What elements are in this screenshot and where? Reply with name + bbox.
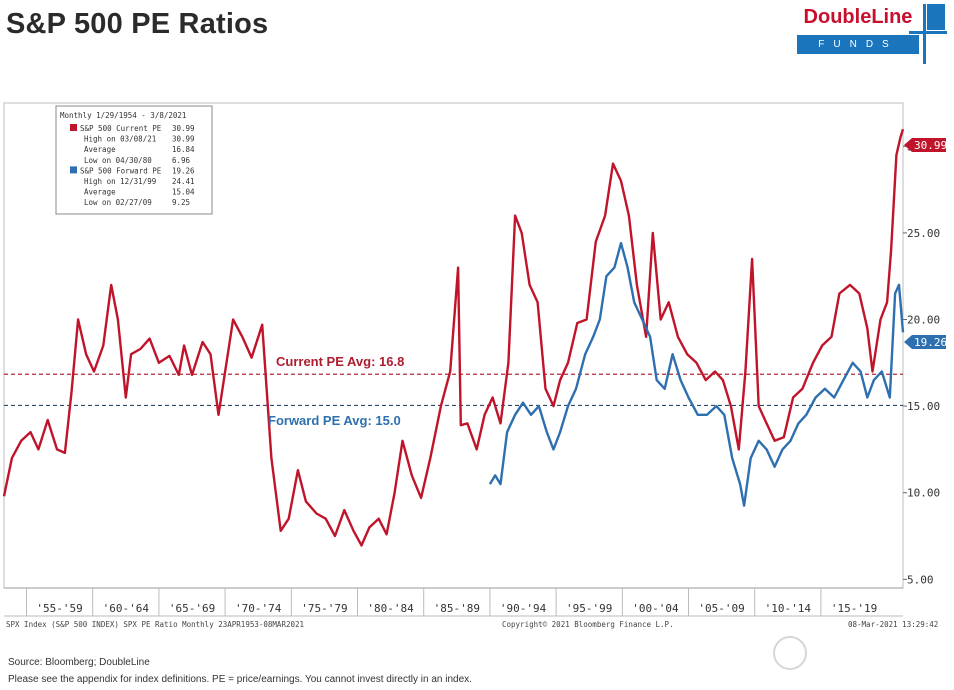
- page-title: S&P 500 PE Ratios: [6, 8, 269, 40]
- legend-row-label: Average: [84, 188, 116, 197]
- forward-pe-line: [488, 241, 905, 507]
- source-note: Source: Bloomberg; DoubleLine: [8, 657, 150, 668]
- x-tick-label: '85-'89: [434, 602, 480, 615]
- legend-row-value: 9.25: [172, 198, 190, 207]
- legend-swatch: [70, 166, 77, 174]
- x-tick-label: '00-'04: [632, 602, 679, 615]
- legend-row-value: 19.26: [172, 166, 195, 175]
- logo-wordmark: DoubleLine: [797, 4, 919, 30]
- y-tick-label: 10.00: [907, 487, 940, 500]
- legend-header: Monthly 1/29/1954 - 3/8/2021: [60, 111, 186, 120]
- y-tick-label: 25.00: [907, 227, 940, 240]
- legend-row-value: 16.84: [172, 145, 195, 154]
- forward-end-value: 19.26: [914, 336, 947, 349]
- legend-row-label: Low on 02/27/09: [84, 198, 152, 207]
- legend-box: [55, 105, 213, 215]
- legend-row-value: 30.99: [172, 124, 195, 133]
- legend-row-label: High on 12/31/99: [84, 177, 156, 186]
- x-axis: '55-'59 '60-'64 '65-'69 '70-'74 '75-'79 '80-'…: [4, 587, 903, 617]
- x-tick-label: '65-'69: [169, 602, 215, 615]
- x-tick-label: '05-'09: [698, 602, 744, 615]
- legend-swatch: [70, 124, 77, 131]
- legend-row-value: 6.96: [172, 156, 191, 165]
- y-tick-label: 20.00: [907, 314, 940, 327]
- average-lines: [4, 373, 903, 407]
- legend-row-label: Average: [84, 145, 116, 154]
- doubleline-logo: DoubleLine FUNDS: [797, 4, 947, 66]
- forward-avg-label: Forward PE Avg: 15.0: [268, 413, 401, 428]
- chart-timestamp: 08-Mar-2021 13:29:42: [848, 620, 938, 629]
- chart-legend: Monthly 1/29/1954 - 3/8/2021 S&P 500 Cur…: [55, 105, 213, 215]
- x-tick-label: '70-'74: [235, 602, 282, 615]
- x-tick-label: '90-'94: [500, 602, 547, 615]
- logo-cross-vertical: [923, 4, 926, 64]
- chart-copyright: Copyright© 2021 Bloomberg Finance L.P.: [502, 620, 674, 629]
- x-tick-label: '15-'19: [831, 602, 877, 615]
- forward-end-callout: 19.26: [904, 335, 947, 349]
- legend-row-value: 24.41: [172, 177, 195, 186]
- x-tick-label: '95-'99: [566, 602, 612, 615]
- legend-row-label: S&P 500 Current PE: [80, 124, 162, 133]
- legend-row-label: High on 03/08/21: [84, 135, 156, 144]
- x-tick-label: '80-'84: [367, 602, 414, 615]
- legend-row-value: 30.99: [172, 135, 195, 144]
- y-tick-label: 5.00: [907, 573, 934, 586]
- logo-funds-bar: FUNDS: [797, 35, 919, 54]
- watermark-icon: [773, 636, 807, 670]
- disclaimer-note: Please see the appendix for index defini…: [8, 674, 472, 685]
- y-tick-label: 15.00: [907, 400, 940, 413]
- logo-block: [927, 4, 945, 30]
- legend-row-label: S&P 500 Forward PE: [80, 166, 162, 175]
- x-tick-label: '75-'79: [301, 602, 347, 615]
- legend-row-label: Low on 04/30/80: [84, 156, 152, 165]
- logo-cross-horizontal: [909, 31, 947, 34]
- legend-row-value: 15.04: [172, 188, 195, 197]
- legend-rows: S&P 500 Current PE 30.99 High on 03/08/21 3…: [70, 124, 195, 207]
- series-lines: [2, 128, 905, 547]
- x-tick-label: '60-'64: [103, 602, 150, 615]
- x-tick-label: '10-'14: [765, 602, 812, 615]
- current-end-value: 30.99: [914, 139, 947, 152]
- current-callout-shape: [904, 138, 946, 152]
- chart-source-line: SPX Index (S&P 500 INDEX) SPX PE Ratio M…: [6, 620, 304, 629]
- current-pe-line: [2, 128, 905, 547]
- x-tick-label: '55-'59: [36, 602, 82, 615]
- forward-callout-shape: [904, 335, 946, 349]
- current-avg-label: Current PE Avg: 16.8: [276, 354, 404, 369]
- current-end-callout: 30.99: [904, 138, 947, 152]
